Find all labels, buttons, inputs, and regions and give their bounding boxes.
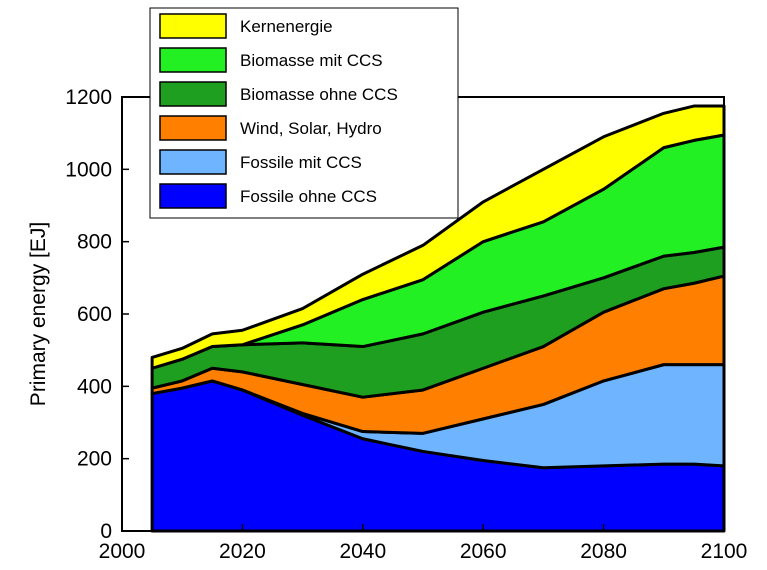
- tick-layer: 2000 2020 2040 2060 2080 2100 0 200 400 600 800 100…: [65, 86, 747, 563]
- legend-swatch: [159, 13, 227, 39]
- legend-swatch: [159, 115, 227, 141]
- y-tick-label: 800: [77, 231, 112, 254]
- legend-label: Biomasse ohne CCS: [240, 85, 398, 104]
- y-tick-label: 1200: [65, 86, 112, 109]
- legend-label: Biomasse mit CCS: [240, 51, 383, 70]
- x-tick-label: 2040: [339, 540, 386, 563]
- legend-box: [149, 7, 459, 219]
- y-tick-label: 600: [77, 303, 112, 326]
- y-tick-label: 1000: [65, 158, 112, 181]
- y-tick-label: 200: [77, 448, 112, 471]
- y-tick-label: 0: [100, 520, 112, 543]
- x-tick-label: 2000: [99, 540, 146, 563]
- legend-label: Fossile ohne CCS: [240, 187, 377, 206]
- y-axis-label: Primary energy [EJ]: [27, 222, 50, 406]
- legend-swatch: [159, 81, 227, 107]
- legend-label: Kernenergie: [240, 17, 333, 36]
- x-tick-label: 2080: [580, 540, 627, 563]
- x-tick-label: 2020: [219, 540, 266, 563]
- legend-swatch: [159, 183, 227, 209]
- legend-swatch: [159, 149, 227, 175]
- legend-label: Wind, Solar, Hydro: [240, 119, 382, 138]
- x-tick-label: 2060: [460, 540, 507, 563]
- legend-label: Fossile mit CCS: [240, 153, 362, 172]
- area-layer: [150, 104, 726, 533]
- y-tick-label: 400: [77, 375, 112, 398]
- legend-swatch: [159, 47, 227, 73]
- legend: Kernenergie Biomasse mit CCS Biomasse ohne…: [149, 7, 459, 219]
- x-tick-label: 2100: [701, 540, 748, 563]
